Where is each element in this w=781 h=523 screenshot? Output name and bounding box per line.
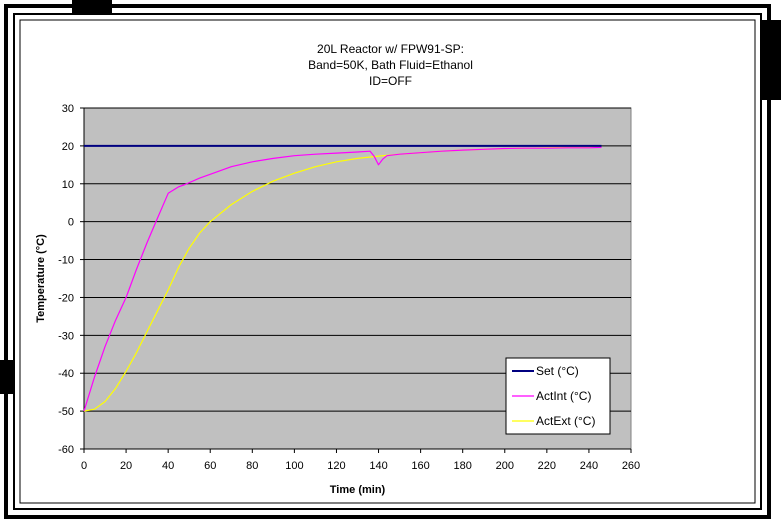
y-tick-label: -10 — [58, 255, 74, 267]
chart-area-border — [19, 19, 756, 504]
series-line-actint — [83, 146, 602, 412]
legend-label: ActExt (°C) — [536, 414, 595, 428]
frame-outer-border — [4, 4, 771, 519]
series-lines — [83, 144, 602, 412]
y-tick-label: -50 — [58, 406, 74, 418]
chart-title-line-2: Band=50K, Bath Fluid=Ethanol — [308, 58, 473, 72]
y-tick-label: -20 — [58, 292, 74, 304]
y-tick-label: 10 — [62, 179, 74, 191]
x-tick-label: 140 — [369, 460, 387, 472]
y-tick-labels: 30 20 10 0 -10 -20 -30 -40 -50 -60 — [58, 103, 74, 456]
frame-inner-border — [13, 13, 762, 510]
legend-label: ActInt (°C) — [536, 389, 591, 403]
y-tick-label: 20 — [62, 141, 74, 153]
x-tick-label: 260 — [622, 460, 640, 472]
legend: Set (°C) ActInt (°C) ActExt (°C) — [505, 357, 611, 435]
x-tick-label: 40 — [162, 460, 174, 472]
y-tick-label: -30 — [58, 330, 74, 342]
x-tick-label: 120 — [327, 460, 345, 472]
y-tick-label: -60 — [58, 444, 74, 456]
frame-handle-left — [0, 360, 14, 394]
x-tick-label: 80 — [246, 460, 258, 472]
x-tick-label: 60 — [204, 460, 216, 472]
x-tick-label: 240 — [580, 460, 598, 472]
legend-label: Set (°C) — [536, 364, 579, 378]
frame-handle-right — [761, 20, 781, 100]
x-axis-title: Time (min) — [330, 484, 386, 496]
x-tick-labels: 0 20 40 60 80 100 120 140 160 180 200 220 240 260 — [81, 460, 640, 472]
x-tick-label: 220 — [538, 460, 556, 472]
x-tick-label: 100 — [285, 460, 303, 472]
y-tick-label: 30 — [62, 103, 74, 115]
x-tick-label: 200 — [496, 460, 514, 472]
x-tick-label: 180 — [454, 460, 472, 472]
x-tick-label: 20 — [120, 460, 132, 472]
frame-handle-top — [72, 0, 112, 14]
chart-title-line-1: 20L Reactor w/ FPW91-SP: — [317, 42, 464, 56]
y-axis-title: Temperature (°C) — [35, 234, 47, 323]
x-tick-label: 160 — [411, 460, 429, 472]
chart-title-line-3: ID=OFF — [368, 74, 412, 88]
x-tick-label: 0 — [81, 460, 87, 472]
y-tick-label: 0 — [68, 217, 74, 229]
y-tick-label: -40 — [58, 368, 74, 380]
